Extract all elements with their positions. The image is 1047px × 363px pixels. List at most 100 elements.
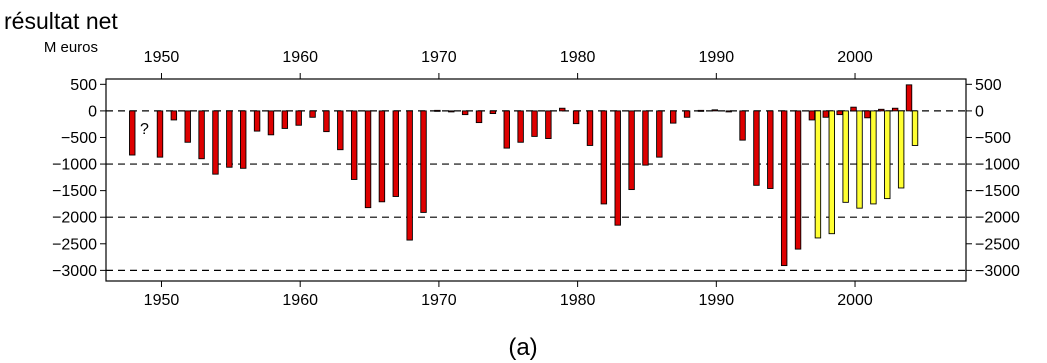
- bar: [337, 110, 344, 151]
- bar: [309, 110, 316, 118]
- chart-title: résultat net: [4, 8, 118, 34]
- bar: [559, 107, 566, 112]
- bar: [378, 110, 386, 203]
- y-tick-label-right: −1500: [975, 183, 1020, 200]
- x-tick-label-top: 1970: [421, 49, 457, 66]
- bar: [814, 110, 822, 239]
- x-tick-label-top: 1950: [144, 49, 180, 66]
- bar: [897, 110, 905, 189]
- x-tick-label-bottom: 1980: [560, 292, 596, 309]
- bar: [884, 110, 891, 200]
- y-tick-label-right: −500: [975, 130, 1011, 147]
- x-tick-label-bottom: 2000: [837, 292, 873, 309]
- bar: [586, 110, 594, 146]
- bar: [448, 110, 455, 113]
- y-tick-label-left: −3000: [52, 263, 97, 280]
- bar: [420, 110, 427, 213]
- y-tick-label-right: −2000: [975, 210, 1020, 227]
- bar: [878, 108, 885, 112]
- y-tick-label-right: −3000: [975, 263, 1020, 280]
- bar: [753, 110, 760, 186]
- bar: [170, 110, 178, 121]
- y-tick-label-left: −2500: [52, 236, 97, 253]
- bar: [656, 110, 663, 158]
- bar: [226, 110, 233, 168]
- x-tick-label-bottom: 1950: [144, 292, 180, 309]
- bar: [517, 110, 524, 143]
- figure-caption: (a): [508, 334, 537, 361]
- bar: [911, 110, 919, 146]
- x-tick-label-bottom: 1960: [282, 292, 318, 309]
- bar: [323, 110, 330, 133]
- bar: [642, 110, 649, 166]
- bar: [794, 110, 802, 250]
- bar: [808, 110, 816, 121]
- x-tick-label-top: 1960: [282, 49, 318, 66]
- bar: [434, 109, 441, 112]
- bar: [392, 110, 399, 197]
- y-tick-label-left: −1000: [52, 157, 97, 174]
- y-tick-label-right: −1000: [975, 157, 1020, 174]
- bar: [870, 110, 877, 205]
- y-tick-label-right: 500: [975, 77, 1002, 94]
- bar: [281, 110, 289, 129]
- bar: [725, 110, 732, 113]
- y-tick-label-left: −500: [61, 130, 97, 147]
- bar: [295, 110, 302, 126]
- bar: [711, 109, 719, 112]
- bar: [545, 110, 552, 139]
- y-tick-label-right: −2500: [975, 236, 1020, 253]
- y-axis-unit-label: M euros: [44, 39, 98, 56]
- bar: [905, 84, 913, 112]
- x-axis-ticks: 1950 1950 1960 1960 1970 1970 1980 1980 1990 1990…: [144, 49, 873, 309]
- bar: [828, 110, 835, 235]
- x-tick-label-top: 1990: [699, 49, 735, 66]
- bar: [739, 110, 746, 141]
- bar: [364, 110, 372, 209]
- bar: [503, 110, 510, 149]
- x-tick-label-top: 2000: [837, 49, 873, 66]
- bar: [253, 110, 261, 132]
- bar: [856, 110, 863, 209]
- bar: [670, 110, 677, 124]
- bar: [697, 109, 705, 112]
- bar: [406, 110, 413, 241]
- x-tick-label-bottom: 1990: [699, 292, 735, 309]
- missing-data-annotation: ?: [140, 121, 149, 138]
- x-tick-label-top: 1980: [560, 49, 596, 66]
- y-tick-label-left: 0: [88, 103, 97, 120]
- bar: [198, 110, 205, 160]
- bar: [156, 110, 164, 158]
- bar: [842, 110, 849, 203]
- y-tick-label-left: −2000: [52, 210, 97, 227]
- y-tick-label-left: −1500: [52, 183, 97, 200]
- bar: [864, 110, 871, 119]
- bar: [184, 110, 191, 143]
- bar: [767, 110, 774, 189]
- bar: [212, 110, 219, 175]
- bar: [489, 110, 497, 115]
- bar: [614, 110, 621, 226]
- y-tick-label-right: 0: [975, 103, 984, 120]
- bar: [475, 110, 483, 124]
- bar: [129, 110, 136, 156]
- bar: [628, 110, 635, 191]
- bar: [267, 110, 275, 136]
- bar: [780, 110, 788, 267]
- bar: [683, 110, 691, 118]
- x-tick-label-bottom: 1970: [421, 292, 457, 309]
- y-axis-ticks: 500 500 0 0 −500 −500 −1000 −1000 −1500 −1500 −200…: [52, 77, 1020, 280]
- bar: [850, 106, 857, 112]
- bar: [461, 110, 469, 116]
- bar: [531, 110, 538, 137]
- plot-frame: [105, 78, 967, 282]
- bar: [891, 107, 899, 112]
- bar: [350, 110, 358, 180]
- bar: [600, 110, 608, 205]
- bars-group: [129, 84, 919, 267]
- bar: [240, 110, 247, 169]
- y-tick-label-left: 500: [70, 77, 97, 94]
- bar: [836, 110, 843, 116]
- bar: [822, 110, 829, 118]
